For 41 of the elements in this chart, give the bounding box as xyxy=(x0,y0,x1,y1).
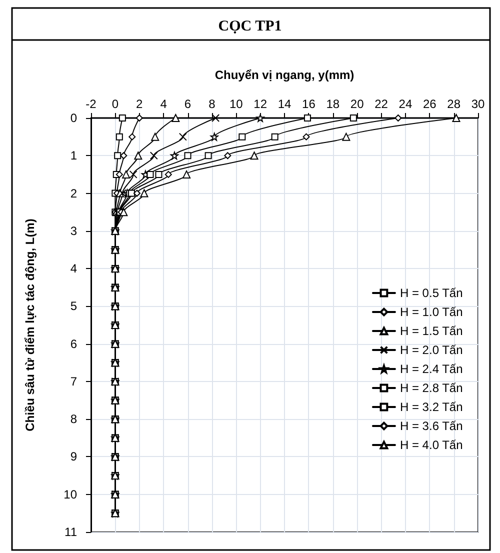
x-tick-label: 22 xyxy=(374,97,388,111)
y-tick-label: 4 xyxy=(70,262,78,276)
x-tick-label: 26 xyxy=(422,97,437,111)
y-tick-label: 10 xyxy=(64,487,78,502)
y-tick-label: 11 xyxy=(64,525,78,539)
y-tick-label: 0 xyxy=(70,111,78,125)
x-tick-label: -2 xyxy=(86,97,97,111)
legend-label: H = 1.0 Tấn xyxy=(400,305,463,319)
x-tick-label: 18 xyxy=(326,97,340,111)
legend-label: H = 2.0 Tấn xyxy=(400,343,463,357)
x-tick-label: 24 xyxy=(398,97,412,111)
x-tick-label: 20 xyxy=(350,97,364,111)
x-tick-label: 30 xyxy=(471,97,485,111)
x-tick-label: 12 xyxy=(254,97,268,111)
x-tick-label: 16 xyxy=(302,97,316,111)
legend-label: H = 3.6 Tấn xyxy=(400,419,463,433)
x-tick-label: 28 xyxy=(447,97,461,111)
y-tick-label: 1 xyxy=(70,148,78,163)
y-tick-label: 8 xyxy=(70,412,78,426)
legend-label: H = 2.8 Tấn xyxy=(400,381,463,395)
x-tick-label: 10 xyxy=(229,97,244,111)
x-tick-label: 8 xyxy=(208,97,216,111)
legend-label: H = 4.0 Tấn xyxy=(400,438,463,452)
x-tick-label: 14 xyxy=(278,97,292,111)
y-tick-label: 5 xyxy=(70,299,78,314)
y-tick-label: 2 xyxy=(70,186,78,200)
y-tick-label: 7 xyxy=(70,374,78,388)
legend-label: H = 1.5 Tấn xyxy=(400,324,463,338)
x-tick-label: 6 xyxy=(184,97,192,111)
y-tick-label: 9 xyxy=(70,450,78,464)
chart-title: CỌC TP1 xyxy=(218,18,282,34)
x-axis-title: Chuyển vị ngang, y(mm) xyxy=(214,68,354,82)
y-tick-label: 6 xyxy=(70,336,78,351)
x-tick-label: 0 xyxy=(112,97,119,111)
legend-label: H = 3.2 Tấn xyxy=(400,400,463,414)
y-axis-title: Chiều sâu từ điểm lực tác động, L(m) xyxy=(23,218,37,432)
x-tick-label: 2 xyxy=(136,97,144,111)
legend-label: H = 0.5 Tấn xyxy=(400,286,463,300)
y-tick-label: 3 xyxy=(70,224,78,238)
legend-label: H = 2.4 Tấn xyxy=(400,362,463,376)
x-tick-label: 4 xyxy=(160,97,168,111)
